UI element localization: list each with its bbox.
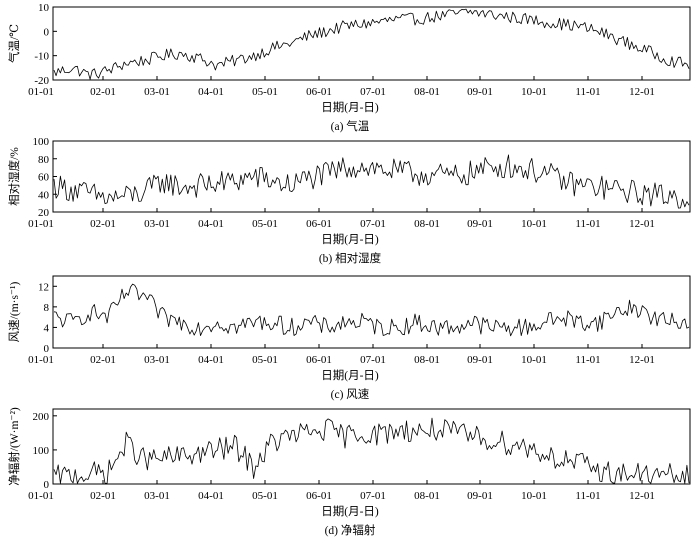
y-axis-title: 净辐射/(W·m⁻²)	[7, 407, 21, 486]
y-tick-label: 0	[44, 26, 50, 38]
x-tick-label: 02-01	[90, 490, 116, 502]
x-tick-label: 11-01	[575, 490, 600, 502]
x-tick-label: 05-01	[252, 218, 278, 230]
x-tick-label: 02-01	[90, 86, 116, 98]
plot-frame	[52, 6, 691, 81]
x-tick-label: 02-01	[90, 354, 116, 366]
x-tick-label: 06-01	[306, 218, 332, 230]
x-tick-label: 03-01	[144, 218, 170, 230]
x-tick-label: 09-01	[467, 490, 493, 502]
x-tick-label: 08-01	[414, 490, 440, 502]
x-tick-label: 11-01	[575, 354, 600, 366]
x-tick-label: 01-01	[28, 490, 54, 502]
y-axis-title: 气温/℃	[7, 24, 21, 63]
y-tick-label: 200	[33, 411, 50, 423]
x-tick-label: 05-01	[252, 354, 278, 366]
x-tick-label: 04-01	[198, 354, 224, 366]
x-tick-label: 10-01	[521, 354, 547, 366]
x-tick-label: 12-01	[629, 86, 655, 98]
x-tick-label: 06-01	[306, 86, 332, 98]
series-line-temp	[53, 8, 690, 80]
x-tick-label: 10-01	[521, 86, 547, 98]
x-tick-label: 07-01	[360, 354, 386, 366]
x-tick-label: 09-01	[467, 354, 493, 366]
x-axis-title: 日期(月-日)	[321, 369, 379, 382]
x-tick-label: 04-01	[198, 86, 224, 98]
x-tick-label: 03-01	[144, 354, 170, 366]
y-tick-label: 8	[44, 302, 50, 314]
x-axis-title: 日期(月-日)	[321, 505, 379, 518]
series-line-radiation	[53, 417, 690, 484]
panel-caption: (a) 气温	[331, 119, 370, 133]
chart-panel-wind: 0 4 8 12 01-01 02-01 03-01 04-01 05-01 06-01 07-01…	[8, 275, 691, 401]
x-tick-label: 01-01	[28, 218, 54, 230]
x-axis-title: 日期(月-日)	[321, 233, 379, 246]
x-tick-label: 12-01	[629, 490, 655, 502]
series-line-wind	[53, 283, 690, 337]
chart-panel-temp: -20 -10 0 10 01-01 02-01 03-01 04-01 05-01 06-01 0…	[7, 2, 691, 133]
x-tick-label: 02-01	[90, 218, 116, 230]
y-axis-title: 相对湿度/%	[7, 147, 21, 206]
x-tick-label: 07-01	[360, 218, 386, 230]
panel-caption: (b) 相对湿度	[319, 251, 382, 265]
plot-frame	[52, 408, 691, 485]
panel-caption: (d) 净辐射	[325, 523, 376, 537]
y-axis-title: 风速/(m·s⁻¹)	[8, 282, 21, 343]
x-tick-label: 11-01	[575, 218, 600, 230]
y-tick-label: 20	[38, 207, 50, 219]
y-tick-label: 0	[44, 343, 50, 355]
x-tick-label: 11-01	[575, 86, 600, 98]
x-tick-label: 08-01	[414, 86, 440, 98]
x-tick-label: 03-01	[144, 86, 170, 98]
x-tick-label: 12-01	[629, 218, 655, 230]
x-tick-label: 06-01	[306, 490, 332, 502]
x-tick-label: 04-01	[198, 218, 224, 230]
x-tick-label: 08-01	[414, 354, 440, 366]
plot-frame	[52, 275, 691, 349]
x-tick-label: 10-01	[521, 490, 547, 502]
x-tick-label: 09-01	[467, 218, 493, 230]
y-tick-label: -10	[34, 51, 49, 63]
x-axis-title: 日期(月-日)	[321, 101, 379, 114]
y-tick-label: 4	[44, 322, 50, 334]
plot-frame	[52, 140, 691, 213]
y-tick-label: 80	[38, 154, 50, 166]
x-tick-label: 04-01	[198, 490, 224, 502]
series-line-humidity	[53, 154, 690, 209]
y-tick-label: -20	[34, 75, 49, 87]
x-tick-label: 09-01	[467, 86, 493, 98]
x-tick-label: 01-01	[28, 354, 54, 366]
x-tick-label: 07-01	[360, 86, 386, 98]
x-tick-label: 07-01	[360, 490, 386, 502]
x-tick-label: 05-01	[252, 86, 278, 98]
panel-caption: (c) 风速	[331, 388, 370, 401]
x-tick-label: 12-01	[629, 354, 655, 366]
chart-panel-humidity: 20 40 60 80 100 01-01 02-01 03-01 04-01 05-01 06-0…	[7, 136, 691, 265]
x-tick-label: 01-01	[28, 86, 54, 98]
y-tick-label: 0	[44, 479, 50, 491]
y-tick-label: 100	[33, 445, 50, 457]
x-tick-label: 06-01	[306, 354, 332, 366]
x-tick-label: 03-01	[144, 490, 170, 502]
y-tick-label: 40	[38, 189, 50, 201]
y-tick-label: 10	[38, 2, 50, 14]
x-tick-label: 08-01	[414, 218, 440, 230]
y-tick-label: 100	[33, 136, 50, 148]
y-tick-label: 12	[38, 281, 49, 293]
y-tick-label: 60	[38, 172, 50, 184]
x-tick-label: 10-01	[521, 218, 547, 230]
chart-panel-radiation: 0 100 200 01-01 02-01 03-01 04-01 05-01 06-01 07-…	[7, 407, 691, 537]
x-tick-label: 05-01	[252, 490, 278, 502]
